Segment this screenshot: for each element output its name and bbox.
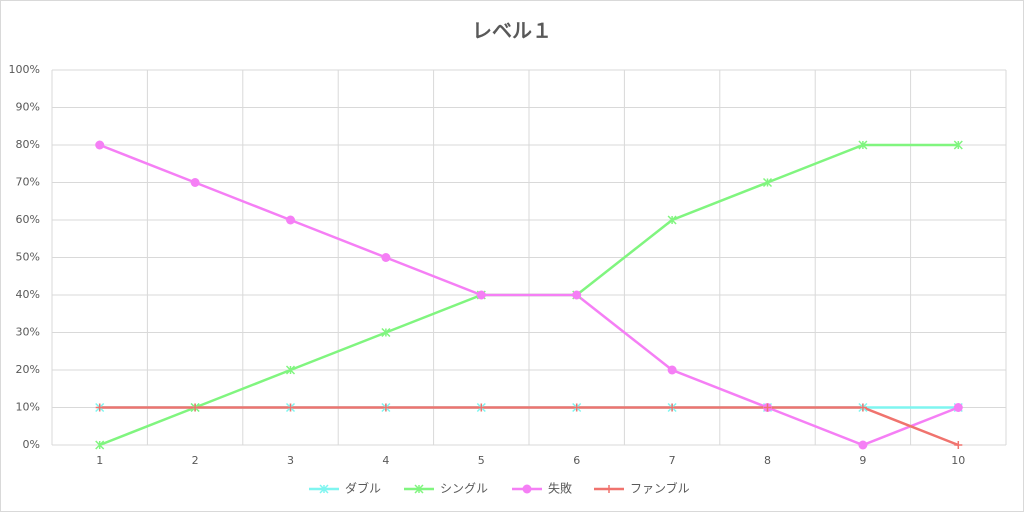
y-tick-label: 70% [16,176,40,189]
x-tick-label: 2 [192,454,199,467]
legend-label: 失敗 [548,481,572,496]
legend-marker [605,485,613,493]
y-tick-label: 80% [16,138,40,151]
marker [858,140,868,150]
legend-label: シングル [440,482,488,496]
series-line [99,406,959,447]
x-tick-label: 4 [382,454,389,467]
y-tick-label: 60% [16,213,40,226]
marker [95,440,105,450]
x-tick-label: 5 [478,454,485,467]
marker [191,403,200,412]
legend-marker [319,484,329,494]
marker [476,290,486,300]
marker [954,441,963,449]
marker [858,403,867,412]
y-tick-label: 10% [16,401,40,414]
marker [667,215,677,225]
x-tick-label: 8 [764,454,771,467]
marker [286,403,295,412]
x-tick-label: 3 [287,454,294,467]
marker [381,327,391,338]
marker [286,215,295,225]
legend-label: ファンブル [630,481,690,496]
x-tick-label: 1 [96,454,103,467]
marker [190,178,200,187]
series-line [99,143,959,447]
y-tick-label: 90% [16,101,40,114]
y-tick-label: 20% [16,363,40,376]
marker [381,253,391,262]
marker [668,403,677,412]
marker [953,140,963,150]
x-tick-label: 9 [859,454,866,467]
x-tick-label: 10 [951,454,965,467]
marker [381,403,390,412]
marker [953,403,963,412]
marker [763,403,772,412]
legend-marker [414,484,424,494]
legend-label: ダブル [345,481,381,496]
marker [858,440,868,450]
x-tick-label: 6 [573,454,580,467]
y-tick-label: 50% [16,251,40,264]
marker [762,177,773,188]
marker [572,403,581,412]
x-tick-label: 7 [669,454,676,467]
marker [572,290,582,300]
y-tick-label: 40% [16,288,40,301]
marker [477,403,486,412]
marker [667,365,677,375]
y-tick-label: 30% [16,326,40,339]
y-tick-label: 0% [23,438,40,451]
marker [95,140,105,150]
marker [95,403,104,412]
chart-title: レベル１ [472,19,552,43]
marker [285,365,296,375]
y-tick-label: 100% [9,63,40,76]
legend-marker [522,484,532,494]
